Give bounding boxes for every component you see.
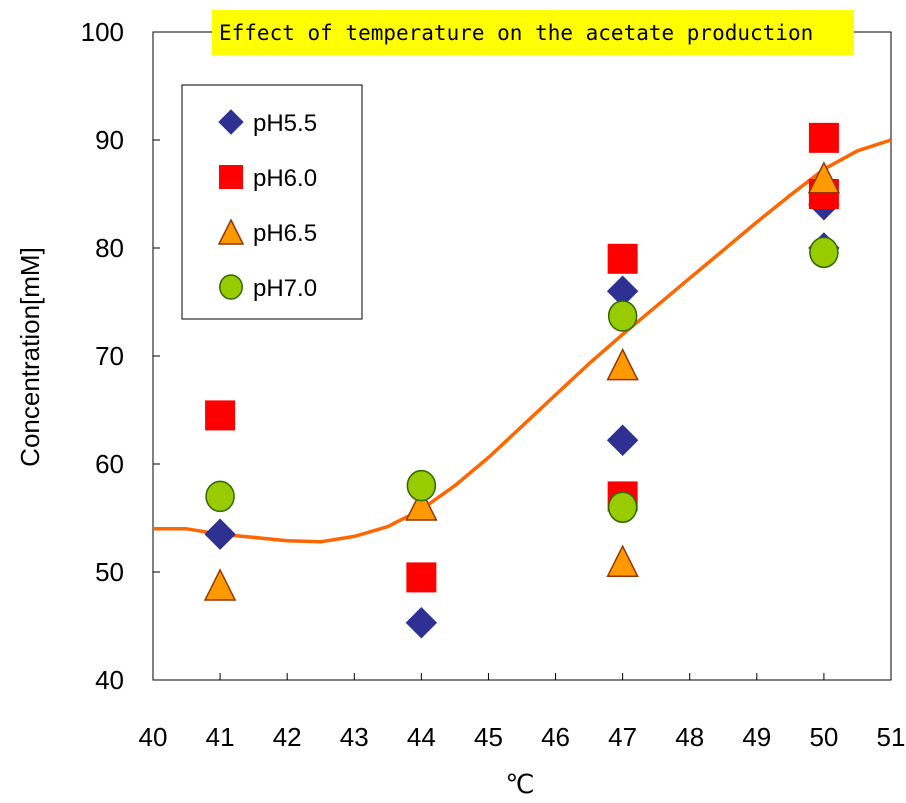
- legend-label: pH6.5: [253, 220, 317, 247]
- y-tick-label: 100: [81, 17, 124, 47]
- y-tick-label: 50: [95, 557, 124, 587]
- legend-box: [181, 84, 363, 320]
- data-point-ph6-5: [807, 161, 841, 194]
- legend-marker-ph5-5: [218, 109, 244, 135]
- legend-marker-ph6-0: [219, 165, 243, 189]
- data-point-ph7-0: [809, 236, 839, 269]
- x-tick-label: 48: [675, 722, 704, 752]
- data-point-ph7-0: [607, 491, 638, 523]
- x-tick-label: 45: [474, 722, 503, 752]
- y-tick-label: 80: [95, 233, 124, 263]
- x-axis-title: ℃: [505, 769, 534, 799]
- data-point-ph7-0: [607, 300, 638, 332]
- data-markers-group: [203, 122, 841, 639]
- legend-marker-ph7-0: [219, 274, 243, 300]
- y-tick-label: 40: [95, 665, 124, 695]
- trend-line-group: [153, 138, 892, 544]
- legend-label: pH6.0: [253, 165, 317, 192]
- data-point-ph5-5: [606, 424, 639, 456]
- y-tick-label: 90: [95, 125, 124, 155]
- x-tick-label: 49: [742, 722, 771, 752]
- data-point-ph5-5: [204, 518, 236, 550]
- legend: pH5.5 pH6.0 pH6.5 pH7.0: [181, 84, 363, 320]
- x-tick-label: 40: [139, 722, 168, 752]
- data-point-ph6-0: [607, 243, 638, 274]
- x-tick-label: 50: [809, 722, 838, 752]
- x-tick-label: 44: [407, 722, 436, 752]
- data-point-ph6-5: [606, 347, 639, 381]
- legend-label: pH5.5: [253, 110, 317, 137]
- data-point-ph7-0: [406, 469, 437, 502]
- y-axis-title: Concentration[mM]: [15, 247, 45, 467]
- x-tick-label: 51: [877, 722, 906, 752]
- data-point-ph6-0: [205, 400, 236, 431]
- legend-marker-ph6-5: [217, 218, 245, 245]
- y-tick-label: 60: [95, 449, 124, 479]
- y-tick-label: 70: [95, 341, 124, 371]
- data-point-ph6-5: [203, 568, 237, 601]
- axes-group: 40 41 42 43 44 45 46 47 48 49 50 51 40 50 60 70 80 90 100: [81, 17, 906, 752]
- x-tick-label: 43: [340, 722, 369, 752]
- chart-title-box: Effect of temperature on the acetate pro…: [212, 10, 854, 55]
- x-tick-label: 46: [541, 722, 570, 752]
- legend-label: pH7.0: [253, 275, 317, 302]
- data-point-ph5-5: [405, 607, 438, 639]
- trend-line: [153, 138, 892, 544]
- x-tick-label: 47: [608, 722, 637, 752]
- data-point-ph6-0: [808, 122, 839, 153]
- data-point-ph7-0: [205, 480, 235, 513]
- data-point-ph6-5: [606, 544, 639, 577]
- chart-title: Effect of temperature on the acetate pro…: [219, 21, 813, 45]
- data-point-ph6-0: [406, 562, 437, 593]
- data-point-ph6-5: [405, 488, 438, 521]
- x-tick-label: 42: [273, 722, 302, 752]
- x-tick-label: 41: [206, 722, 235, 752]
